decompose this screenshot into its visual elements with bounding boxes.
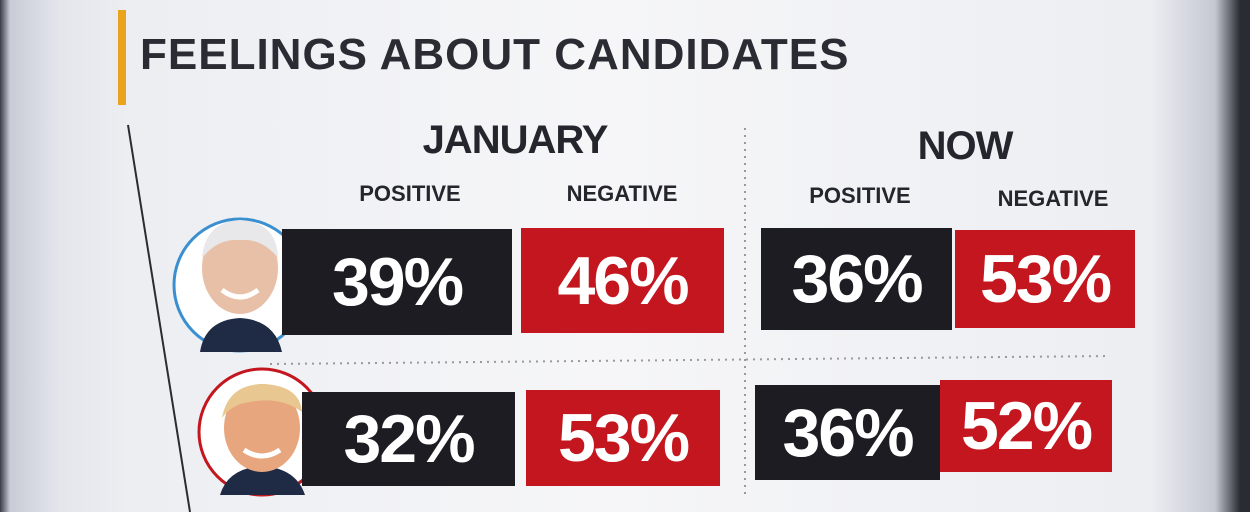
cell: 53% [526, 390, 720, 486]
column-label: NEGATIVE [997, 186, 1109, 211]
photo-1 [172, 217, 308, 353]
cell: 46% [521, 228, 724, 333]
cell: 52% [940, 380, 1112, 472]
cell: 53% [955, 230, 1135, 328]
group-label: NOW [917, 124, 1014, 168]
column-label: POSITIVE [359, 181, 461, 206]
title: FEELINGS ABOUT CANDIDATES [140, 30, 850, 79]
photo-2 [197, 367, 327, 497]
accent-bar [118, 10, 126, 105]
column-label: NEGATIVE [566, 181, 678, 206]
cell: 36% [761, 228, 952, 330]
cell: 36% [755, 385, 940, 480]
group-label: JANUARY [422, 118, 609, 162]
cell: 32% [302, 392, 515, 486]
cell: 39% [282, 229, 512, 335]
column-label: POSITIVE [809, 183, 911, 208]
